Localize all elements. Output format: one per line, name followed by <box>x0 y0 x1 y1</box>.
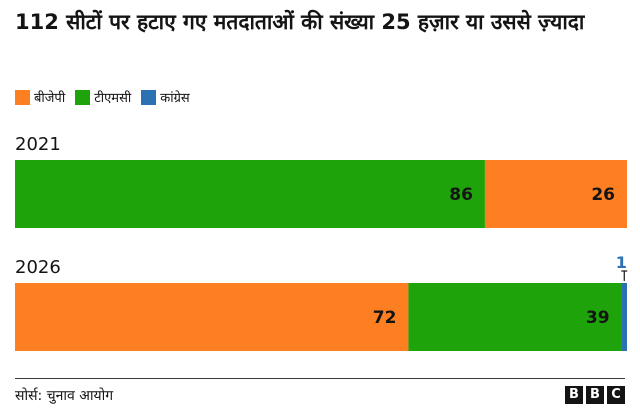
source-note: सोर्स: चुनाव आयोग <box>15 388 114 404</box>
bar-segment <box>484 160 627 228</box>
data-label: 26 <box>591 185 615 205</box>
bar-segment <box>15 160 485 228</box>
bar-segment <box>621 283 627 351</box>
category-label: 2021 <box>15 134 61 155</box>
legend-label-congress: कांग्रेस <box>160 91 190 106</box>
bbc-logo: B B C <box>562 386 625 404</box>
stacked-bar-chart: 2021 86 26 2026 72 39 1 <box>15 134 628 351</box>
legend-label-tmc: टीएमसी <box>94 91 132 106</box>
legend-swatch-congress <box>141 89 157 105</box>
chart-title: 112 सीटों पर हटाए गए मतदाताओं की संख्या … <box>15 10 585 34</box>
chart-legend: बीजेपी टीएमसी कांग्रेस <box>15 87 200 107</box>
legend-label-bjp: बीजेपी <box>34 91 66 106</box>
data-label: 1 <box>616 253 627 272</box>
legend-swatch-tmc <box>75 89 91 105</box>
bbc-logo-letter: C <box>607 386 625 404</box>
legend-item-tmc: टीएमसी <box>75 88 131 106</box>
legend-swatch-bjp <box>15 89 30 105</box>
legend-item-congress: कांग्रेस <box>141 88 190 106</box>
bbc-logo-letter: B <box>586 386 604 404</box>
data-label: 86 <box>449 185 473 205</box>
bar-segment <box>408 283 622 351</box>
data-label: 72 <box>373 308 397 328</box>
legend-item-bjp: बीजेपी <box>15 88 65 106</box>
footer-divider <box>15 378 625 379</box>
bbc-logo-letter: B <box>565 386 583 404</box>
bar-segment <box>15 283 409 351</box>
data-label: 39 <box>586 308 610 328</box>
category-label: 2026 <box>15 257 61 278</box>
